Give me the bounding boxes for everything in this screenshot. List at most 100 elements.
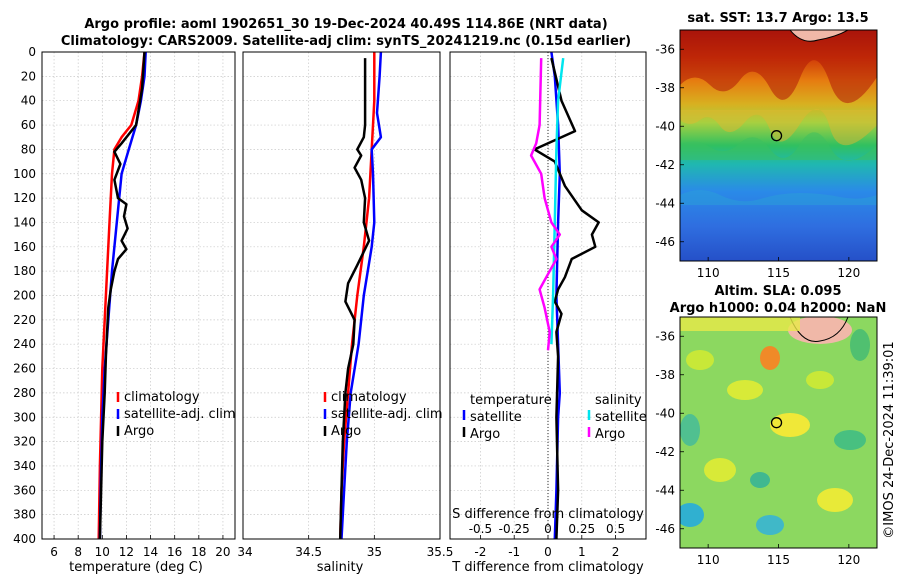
salinity-xtick-label: 34.5 [295, 545, 322, 559]
sla-map-title-1: Altim. SLA: 0.095 [715, 284, 842, 299]
sst-map-axes: -36 -38 -40 -42 -44 -46 110 115 120 [655, 42, 860, 280]
depth-tick-label: 40 [21, 94, 36, 108]
salinity-frame [242, 51, 441, 540]
sst-heatmap [680, 30, 877, 261]
temperature-xtick-label: 10 [95, 545, 110, 559]
salinity-series-satellite-adj-clim [340, 51, 383, 540]
figure-title-line1: Argo profile: aoml 1902651_30 19-Dec-202… [84, 17, 607, 32]
temperature-xtick-label: 6 [50, 545, 58, 559]
depth-tick-label: 200 [13, 289, 36, 303]
depth-tick-label: 100 [13, 167, 36, 181]
depth-tick-label: 260 [13, 362, 36, 376]
difference-frame [449, 51, 647, 540]
sla-heatmap [680, 317, 877, 548]
temperature-series-climatology [97, 51, 146, 540]
depth-tick-label: 60 [21, 118, 36, 132]
map-ytick-label: -46 [655, 522, 675, 536]
map-ytick-label: -42 [655, 158, 675, 172]
temperature-xlabel: temperature (deg C) [69, 560, 203, 575]
salinity-series-argo [338, 58, 371, 540]
temperature-frame [41, 51, 236, 540]
salinity-diff-tick-label: 0 [544, 522, 552, 536]
map-xtick-label: 120 [837, 553, 860, 567]
difference-series-salinity-satellite [550, 57, 565, 345]
map-ytick-label: -44 [655, 483, 675, 497]
difference-xlabel: T difference from climatology [451, 560, 644, 575]
map-ytick-label: -40 [655, 119, 675, 133]
depth-tick-label: 320 [13, 435, 36, 449]
diff-legend-label: Argo [595, 427, 625, 442]
map-xtick-label: 110 [697, 266, 720, 280]
depth-tick-label: 120 [13, 191, 36, 205]
difference-xtick-label: 1 [578, 545, 586, 559]
difference-xtick-label: 2 [612, 545, 620, 559]
temperature-series-argo [98, 51, 146, 540]
depth-tick-label: 20 [21, 69, 36, 83]
salinity-diff-tick-label: -0.25 [499, 522, 530, 536]
salinity-xlabel: salinity [317, 560, 364, 575]
salinity-panel: 34 34.5 35 35.5 climatology satellite-adj. cl… [237, 51, 454, 559]
difference-xtick-label: 0 [544, 545, 552, 559]
depth-tick-label: 0 [28, 45, 36, 59]
depth-tick-label: 220 [13, 313, 36, 327]
salinity-diff-tick-label: -0.5 [469, 522, 492, 536]
temperature-xtick-label: 20 [215, 545, 230, 559]
figure-title-line2: Climatology: CARS2009. Satellite-adj cli… [61, 34, 631, 49]
map-xtick-label: 115 [767, 266, 790, 280]
salinity-legend-label: climatology [331, 390, 407, 405]
temperature-panel: 0 20 40 60 80 100 120 140 160 180 200 220 240 260 280 3… [13, 45, 236, 559]
argo-position-marker [770, 130, 783, 142]
difference-panel: -2 -1 0 1 2 -0.5 -0.25 0 0.25 0.5 temperature satel… [449, 51, 647, 559]
temperature-legend-label: climatology [124, 390, 200, 405]
depth-tick-label: 80 [21, 142, 36, 156]
difference-series-temperature-argo [533, 57, 600, 540]
imos-credit: ©IMOS 24-Dec-2024 11:39:01 [882, 341, 897, 538]
diff-legend-label: Argo [470, 427, 500, 442]
salinity-diff-tick-label: 0.25 [568, 522, 595, 536]
depth-tick-label: 180 [13, 264, 36, 278]
depth-tick-label: 300 [13, 410, 36, 424]
depth-tick-label: 400 [13, 532, 36, 546]
temperature-legend-label: satellite-adj. clim [124, 407, 236, 422]
salinity-xtick-label: 35.5 [427, 545, 454, 559]
argo-position-marker [770, 417, 783, 429]
depth-tick-label: 240 [13, 337, 36, 351]
diff-legend-header-temperature: temperature [470, 393, 552, 408]
map-xtick-label: 115 [767, 553, 790, 567]
temperature-legend-label: Argo [124, 424, 154, 439]
map-ytick-label: -38 [655, 368, 675, 382]
map-ytick-label: -46 [655, 235, 675, 249]
temperature-xtick-label: 16 [167, 545, 182, 559]
difference-series-salinity-argo [529, 58, 562, 351]
sst-map-title: sat. SST: 13.7 Argo: 13.5 [687, 11, 868, 26]
depth-tick-label: 140 [13, 215, 36, 229]
map-ytick-label: -36 [655, 42, 675, 56]
depth-tick-label: 360 [13, 483, 36, 497]
map-ytick-label: -42 [655, 445, 675, 459]
diff-legend-label: satellite [595, 410, 647, 425]
depth-tick-label: 160 [13, 240, 36, 254]
map-xtick-label: 110 [697, 553, 720, 567]
salinity-legend-label: Argo [331, 424, 361, 439]
temperature-xtick-label: 14 [143, 545, 158, 559]
temperature-xtick-label: 12 [119, 545, 134, 559]
map-ytick-label: -40 [655, 406, 675, 420]
map-ytick-label: -36 [655, 329, 675, 343]
difference-xtick-label: -1 [508, 545, 520, 559]
temperature-xtick-label: 18 [191, 545, 206, 559]
salinity-xtick-label: 35 [367, 545, 382, 559]
sla-map-title-2: Argo h1000: 0.04 h2000: NaN [670, 301, 887, 316]
depth-tick-label: 280 [13, 386, 36, 400]
salinity-diff-tick-label: 0.5 [606, 522, 625, 536]
difference-xtick-label: -2 [474, 545, 486, 559]
map-ytick-label: -44 [655, 196, 675, 210]
salinity-legend-label: satellite-adj. clim [331, 407, 443, 422]
depth-tick-label: 380 [13, 508, 36, 522]
map-xtick-label: 120 [837, 266, 860, 280]
temperature-xtick-label: 8 [74, 545, 82, 559]
salinity-xtick-label: 34 [237, 545, 252, 559]
difference-x2label: S difference from climatology [452, 507, 644, 522]
diff-legend-label: satellite [470, 410, 522, 425]
sla-map-axes: -36 -38 -40 -42 -44 -46 110 115 120 [655, 329, 860, 567]
